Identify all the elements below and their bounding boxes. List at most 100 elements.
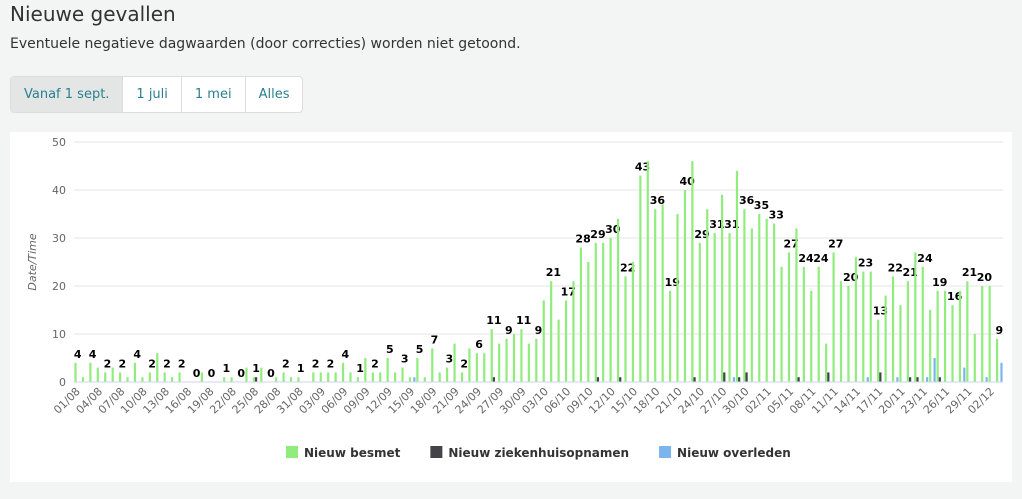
bar [879,372,882,382]
data-label: 2 [178,357,186,370]
bar [527,343,530,382]
legend-swatch [659,446,672,458]
bar [914,252,917,382]
data-label: 36 [739,194,755,207]
bar [252,377,255,382]
bar [1000,362,1003,382]
bar [765,218,768,382]
bar [936,290,939,382]
data-label: 0 [237,367,245,380]
bar [847,286,850,382]
bar [379,372,382,382]
data-label: 23 [858,257,873,270]
bar [906,281,909,382]
range-button[interactable]: Alles [258,87,290,102]
data-label: 0 [193,367,201,380]
y-tick-label: 10 [52,328,66,341]
bar [319,372,322,382]
bar [386,358,389,382]
data-label: 4 [89,348,97,361]
data-label: 24 [917,252,933,265]
bar [916,377,919,382]
data-label: 2 [327,357,335,370]
bar [929,310,932,382]
bar [988,286,991,382]
data-label: 0 [208,367,216,380]
bar [483,353,486,382]
bar [408,377,412,382]
data-label: 2 [104,357,112,370]
bar [691,161,694,382]
bar [973,334,976,382]
data-label: 33 [769,209,784,222]
data-label: 2 [371,357,379,370]
bar [797,377,800,382]
bar [839,281,843,382]
data-label: 0 [267,367,275,380]
title: Nieuwe gevallen [10,2,176,26]
legend-label: Nieuw ziekenhuisopnamen [448,446,629,460]
bar [750,228,753,382]
data-label: 24 [798,252,814,265]
bar [609,238,612,382]
bar [981,286,984,382]
bar [245,367,248,382]
bar [327,372,330,382]
data-label: 3 [445,353,453,366]
bar [938,377,941,382]
data-label: 20 [977,271,993,284]
data-label: 36 [650,194,666,207]
bar [721,194,724,382]
bar [505,338,508,382]
bar [909,377,912,382]
bar [728,233,731,382]
bar [512,334,516,382]
bar [542,300,545,382]
data-label: 13 [873,305,888,318]
bar [89,362,92,382]
bar [200,372,203,382]
data-label: 31 [724,218,739,231]
legend-item[interactable]: Nieuw besmet [286,446,401,460]
bar [520,329,523,382]
data-label: 5 [416,343,424,356]
y-tick-label: 0 [59,376,66,389]
data-label: 21 [962,266,977,279]
bar [735,170,739,382]
data-label: 40 [679,175,695,188]
bar [661,204,664,382]
bar [817,266,820,382]
bar [460,372,464,382]
bar [401,367,404,382]
data-label: 16 [947,290,963,303]
legend-item[interactable]: Nieuw overleden [659,446,791,460]
data-label: 11 [516,314,531,327]
range-button[interactable]: 1 juli [123,77,182,112]
data-label: 30 [605,223,621,236]
bar [119,372,122,382]
bar [312,372,315,382]
bar [498,343,501,382]
bar [854,257,857,382]
bar [825,343,828,382]
bar [535,338,538,382]
bar [758,214,761,382]
bar [646,161,649,382]
data-label: 2 [118,357,126,370]
range-button[interactable]: 1 mei [182,77,246,112]
bar [668,290,672,382]
bar [475,353,478,382]
data-label: 9 [995,324,1003,337]
bar [594,242,597,382]
legend-item[interactable]: Nieuw ziekenhuisopnamen [430,446,629,460]
data-label: 2 [282,357,290,370]
bar [133,362,137,382]
data-label: 22 [620,261,635,274]
bar [619,377,622,382]
bar [81,377,85,382]
data-label: 35 [754,199,769,212]
data-label: 4 [74,348,82,361]
bar [111,367,114,382]
range-button[interactable]: Vanaf 1 sept. [11,77,124,112]
data-label: 9 [535,324,543,337]
